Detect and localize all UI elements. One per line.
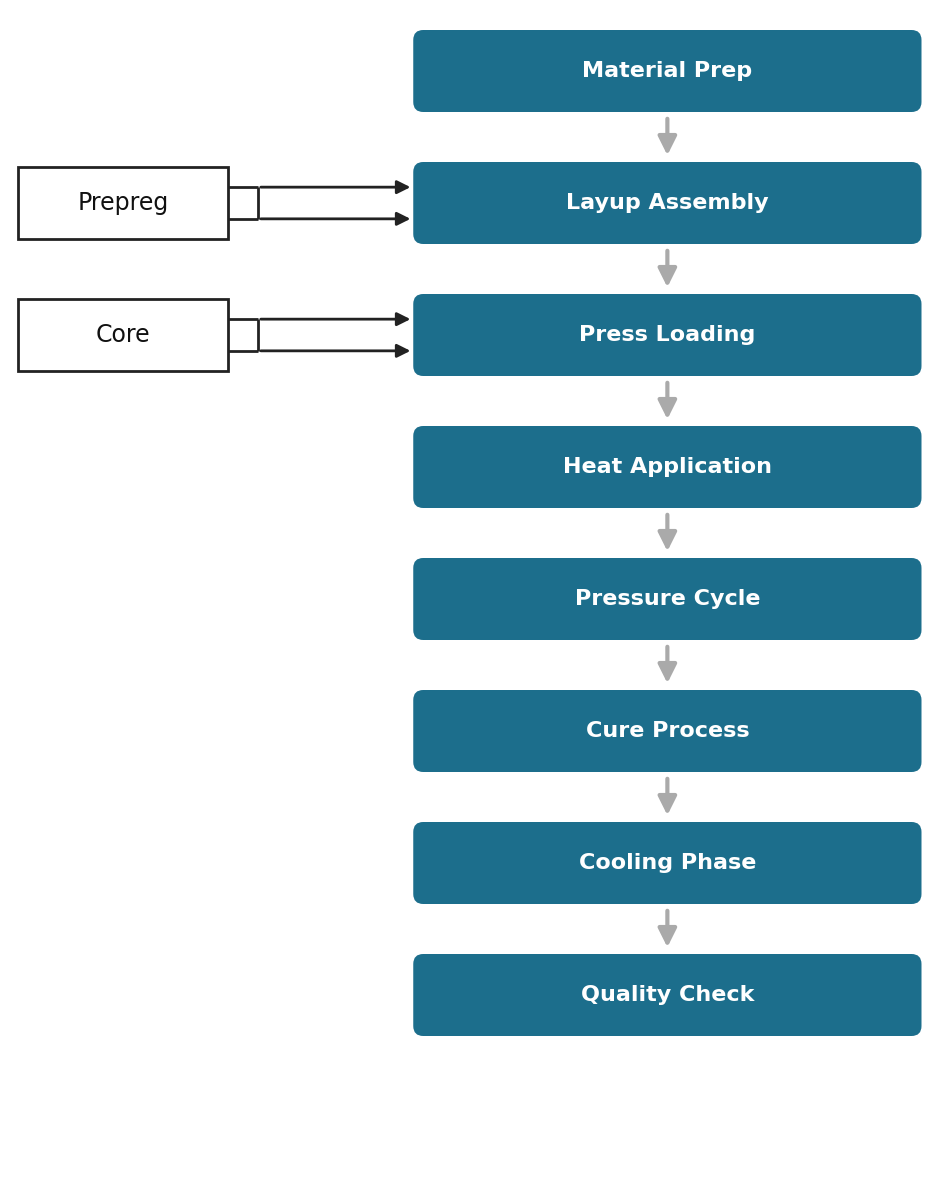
Bar [18,167,228,239]
Text: Prepreg: Prepreg [77,191,169,215]
FancyBboxPatch shape [413,30,922,112]
Text: Layup Assembly: Layup Assembly [566,193,769,214]
FancyBboxPatch shape [413,162,922,245]
FancyBboxPatch shape [413,690,922,772]
FancyBboxPatch shape [413,954,922,1036]
FancyBboxPatch shape [413,293,922,376]
Bar [18,299,228,371]
FancyBboxPatch shape [413,558,922,639]
Text: Press Loading: Press Loading [580,324,755,345]
Text: Heat Application: Heat Application [562,457,771,477]
Text: Core: Core [96,323,150,347]
Text: Pressure Cycle: Pressure Cycle [575,589,760,608]
Text: Cooling Phase: Cooling Phase [579,853,756,873]
FancyBboxPatch shape [413,426,922,508]
Text: Cure Process: Cure Process [585,721,750,741]
FancyBboxPatch shape [413,822,922,904]
Text: Quality Check: Quality Check [580,985,754,1005]
Text: Material Prep: Material Prep [582,61,752,81]
